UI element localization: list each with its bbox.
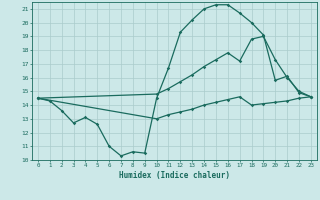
X-axis label: Humidex (Indice chaleur): Humidex (Indice chaleur) <box>119 171 230 180</box>
